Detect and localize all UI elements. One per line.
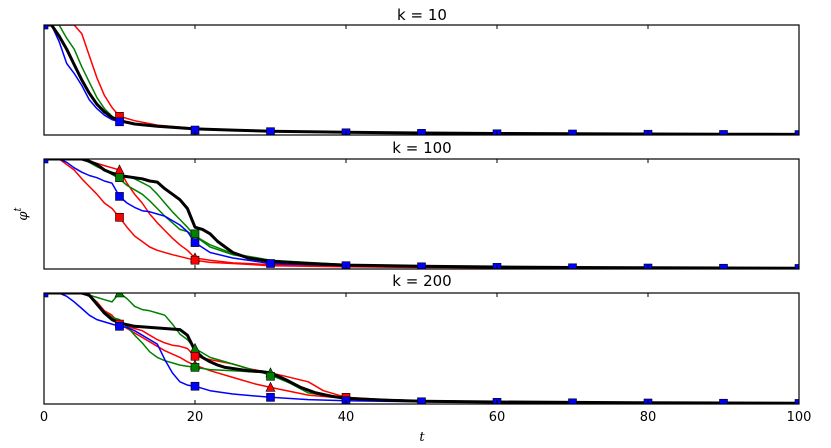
panel-title-k200: k = 200 <box>392 272 451 290</box>
square-marker <box>719 263 728 269</box>
square-marker <box>44 293 49 298</box>
series-line <box>44 25 799 135</box>
square-marker <box>719 398 728 404</box>
square-marker <box>417 397 426 404</box>
square-marker <box>115 173 124 182</box>
series-line <box>44 293 799 404</box>
x-tick-label: 20 <box>187 410 204 425</box>
square-marker <box>190 229 200 239</box>
x-tick-label: 100 <box>787 410 812 425</box>
square-marker <box>190 351 200 361</box>
x-tick-labels: 0 20 40 60 80 100 <box>40 410 812 425</box>
series-line <box>44 293 799 404</box>
square-marker <box>568 398 577 404</box>
y-axis-label: φt <box>13 206 31 220</box>
square-marker <box>190 255 200 265</box>
panel-k10 <box>43 24 800 136</box>
axes-frame <box>43 24 800 136</box>
panel-title-k10: k = 10 <box>397 6 447 24</box>
x-tick-label: 60 <box>489 410 506 425</box>
square-marker <box>190 381 200 391</box>
plot-area <box>44 25 799 135</box>
square-marker <box>44 25 49 30</box>
y-axis-label-phi: φ <box>16 211 31 221</box>
square-marker <box>417 129 426 135</box>
plot-area <box>44 159 799 269</box>
square-marker <box>568 263 577 269</box>
square-marker <box>190 363 200 372</box>
svg-text:φt: φt <box>13 206 31 220</box>
square-marker <box>190 238 200 247</box>
square-marker <box>568 129 577 135</box>
panel-k100 <box>43 158 800 270</box>
x-tick-label: 40 <box>338 410 355 425</box>
x-tick-label: 80 <box>640 410 657 425</box>
square-marker <box>266 371 275 381</box>
series-line <box>44 159 799 269</box>
square-marker <box>115 117 124 127</box>
square-marker <box>266 259 275 268</box>
triangle-marker <box>265 381 276 392</box>
square-marker <box>115 321 124 331</box>
square-marker <box>266 127 275 135</box>
square-marker <box>115 213 124 222</box>
x-tick-label: 0 <box>40 410 48 425</box>
triangle-marker <box>114 293 125 298</box>
square-marker <box>44 159 49 164</box>
axes-frame <box>43 158 800 270</box>
axes-frame <box>43 292 800 405</box>
series-line <box>44 293 799 404</box>
series-line <box>44 293 799 404</box>
series-line <box>44 159 799 269</box>
panel-title-k100: k = 100 <box>392 139 451 157</box>
series-line <box>44 293 799 404</box>
square-marker <box>115 192 124 201</box>
x-axis-label: t <box>419 430 425 445</box>
panel-k200 <box>43 292 800 405</box>
square-marker <box>417 262 426 269</box>
series-line <box>44 293 799 404</box>
plot-area <box>44 293 799 404</box>
y-axis-label-superscript: t <box>13 206 24 211</box>
series-line <box>44 25 799 135</box>
square-marker <box>266 393 275 402</box>
series-line <box>44 25 799 135</box>
series-line <box>44 25 799 135</box>
